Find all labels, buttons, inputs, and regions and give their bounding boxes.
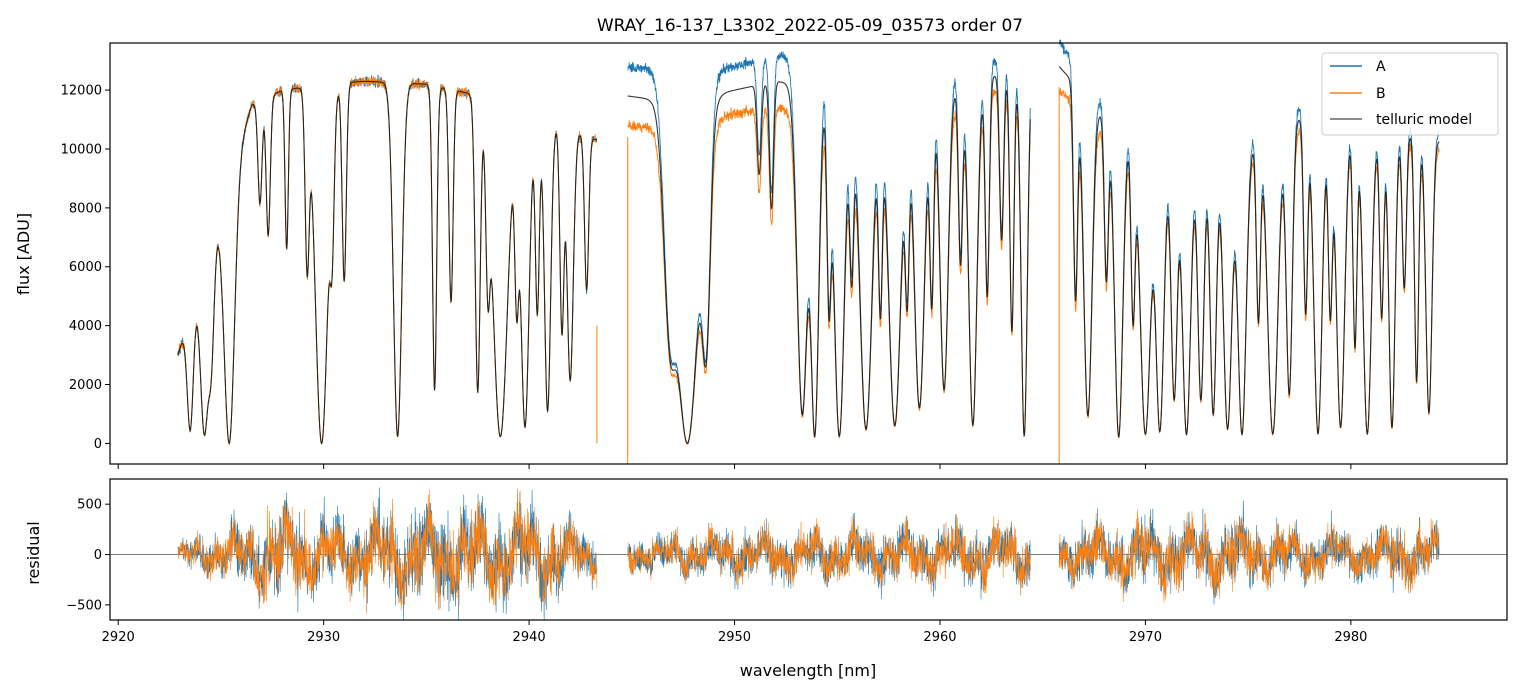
bottom-ytick-label: 0: [94, 548, 102, 563]
top-ylabel: flux [ADU]: [14, 213, 33, 295]
bottom-xtick-label: 2940: [513, 630, 546, 645]
residual-b-line: [1058, 509, 1440, 603]
series-a-line: [627, 51, 1031, 445]
telluric-model-line: [1058, 66, 1440, 438]
bottom-xtick-label: 2930: [307, 630, 340, 645]
series-b-line: [177, 76, 598, 446]
legend-label-a: A: [1376, 59, 1386, 75]
top-axes-frame: [109, 42, 1508, 465]
top-ytick-label: 12000: [61, 84, 102, 99]
bottom-ylabel: residual: [24, 521, 43, 584]
legend-label-b: B: [1376, 86, 1386, 102]
bottom-panel: −500 0 500 2920 2930 2940 2950 2960 2970 2980 re…: [24, 478, 1508, 680]
bottom-xtick-label: 2980: [1334, 630, 1367, 645]
residual-lines: [177, 487, 1440, 620]
bottom-xtick-label: 2950: [718, 630, 751, 645]
top-ytick-label: 8000: [69, 201, 102, 216]
bottom-ytick-label: 500: [77, 498, 102, 513]
telluric-model-line: [177, 80, 598, 445]
bottom-xtick-label: 2920: [102, 630, 135, 645]
residual-b-line: [627, 513, 1031, 596]
legend-box: [1321, 52, 1499, 136]
top-ytick-label: 0: [94, 437, 102, 452]
top-ytick-label: 4000: [69, 319, 102, 334]
bottom-xlabel: wavelength [nm]: [740, 661, 877, 680]
telluric-model-line: [627, 75, 1031, 444]
series-a-line: [177, 74, 598, 446]
series-b-line: [627, 89, 1031, 445]
top-panel: 0 2000 4000 6000 8000 10000 12000 flux [ADU] A…: [14, 38, 1508, 469]
legend: A B telluric model: [1321, 52, 1499, 136]
top-ytick-label: 2000: [69, 378, 102, 393]
chart-title: WRAY_16-137_L3302_2022-05-09_03573 order…: [597, 16, 1023, 36]
residual-b-line: [177, 488, 598, 614]
top-ytick-label: 10000: [61, 142, 102, 157]
legend-label-telluric: telluric model: [1376, 112, 1472, 128]
top-ytick-label: 6000: [69, 260, 102, 275]
bottom-xtick-label: 2970: [1129, 630, 1162, 645]
bottom-xtick-label: 2960: [923, 630, 956, 645]
bottom-axes-frame: [109, 478, 1508, 621]
bottom-ytick-label: −500: [66, 598, 102, 613]
